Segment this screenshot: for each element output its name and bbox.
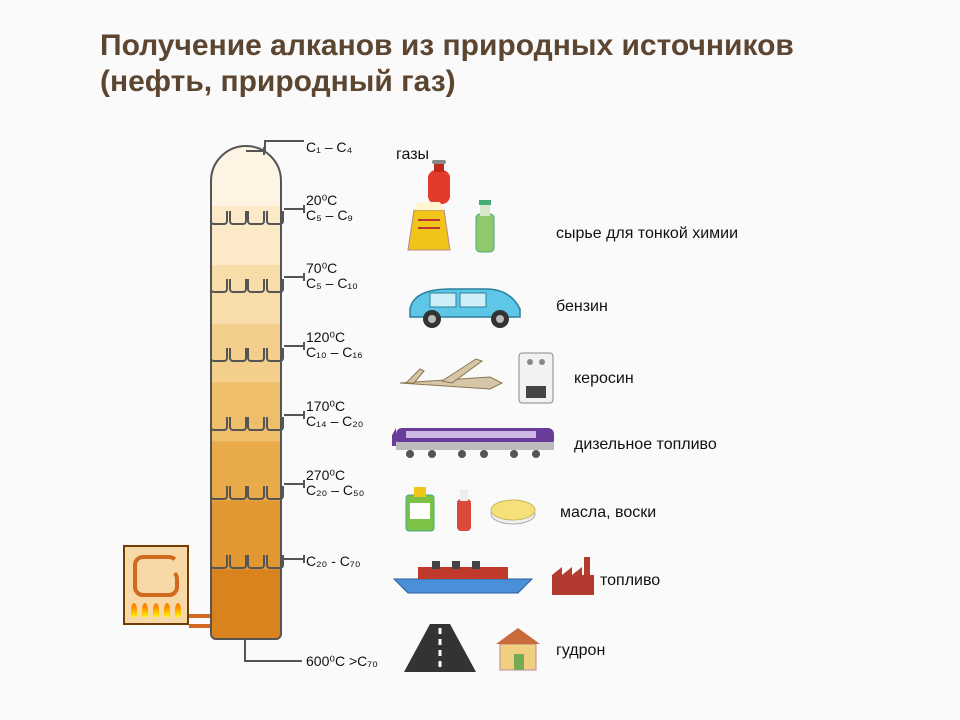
factory-icon [548,555,598,599]
fraction-product: керосин [574,370,634,388]
fuel-iconsracking [388,555,598,599]
fraction-temp: 270⁰C C₂₀ – C₅₀ [306,468,364,499]
outlet-pipe [284,208,304,210]
outlet-pipe [284,483,304,485]
road-icon [400,620,480,676]
fraction-carbon-range: C₁₀ – C₁₆ [306,344,363,360]
fraction-temp: C₁ – C₄ [306,140,352,155]
furnace-feed-pipe [189,614,210,628]
outlet-pipe [284,345,304,347]
fraction-temp-value: 70⁰C [306,260,337,276]
fraction-product: сырье для тонкой химии [556,225,738,243]
fraction-product: гудрон [556,642,605,660]
outlet-pipe [284,558,304,560]
furnace [123,545,189,625]
fraction-temp-value: 20⁰C [306,192,337,208]
tar-icons [400,620,546,676]
fraction-temp: 20⁰C C₅ – C₉ [306,193,353,224]
outlet-pipe [264,140,304,142]
distillation-column [210,145,282,640]
airplane-icon [396,353,506,403]
fraction-temp: 170⁰C C₁₄ – C₂₀ [306,399,363,430]
fraction-temp: 600⁰C >C₇₀ [306,654,378,669]
fraction-temp-value: 600⁰C [306,653,345,669]
bottom-outlet-pipe [244,660,302,662]
page-title: Получение алканов из природных источнико… [100,28,860,100]
outlet-pipe [284,276,304,278]
oil-can-icon [400,485,440,535]
fraction-carbon-range: C₂₀ - C₇₀ [306,553,361,569]
fine-chemicals-icon [400,200,500,256]
fraction-product: масла, воски [560,504,656,522]
fraction-carbon-range: C₁₄ – C₂₀ [306,413,363,429]
fraction-product: дизельное топливо [574,436,717,454]
fraction-temp-value: 270⁰C [306,467,345,483]
oils-waxes-icons [400,485,538,535]
fraction-carbon-range: C₂₀ – C₅₀ [306,482,364,498]
house-icon [490,622,546,674]
ship-icon [388,557,538,597]
fraction-temp: C₂₀ - C₇₀ [306,554,361,569]
fraction-temp-value: 120⁰C [306,329,345,345]
furnace-coil-icon [133,555,179,597]
fraction-carbon-range: >C₇₀ [349,653,378,669]
fraction-temp: 70⁰C C₅ – C₁₀ [306,261,358,292]
fraction-temp: 120⁰C C₁₀ – C₁₆ [306,330,363,361]
train-icon [392,420,562,462]
wax-tub-icon [488,490,538,530]
flame-icon [129,603,183,621]
fraction-temp-value: 170⁰C [306,398,345,414]
heater-icon [516,350,556,406]
bottle-icon [450,485,478,535]
outlet-pipe [246,150,264,152]
fraction-carbon-range: C₅ – C₉ [306,207,353,223]
fraction-carbon-range: C₅ – C₁₀ [306,275,358,291]
outlet-pipe [284,414,304,416]
fraction-product: топливо [600,572,660,590]
kerosene-icons [396,350,556,406]
fraction-product: бензин [556,298,608,316]
bottom-outlet-pipe [244,638,246,662]
car-icon [400,275,530,329]
